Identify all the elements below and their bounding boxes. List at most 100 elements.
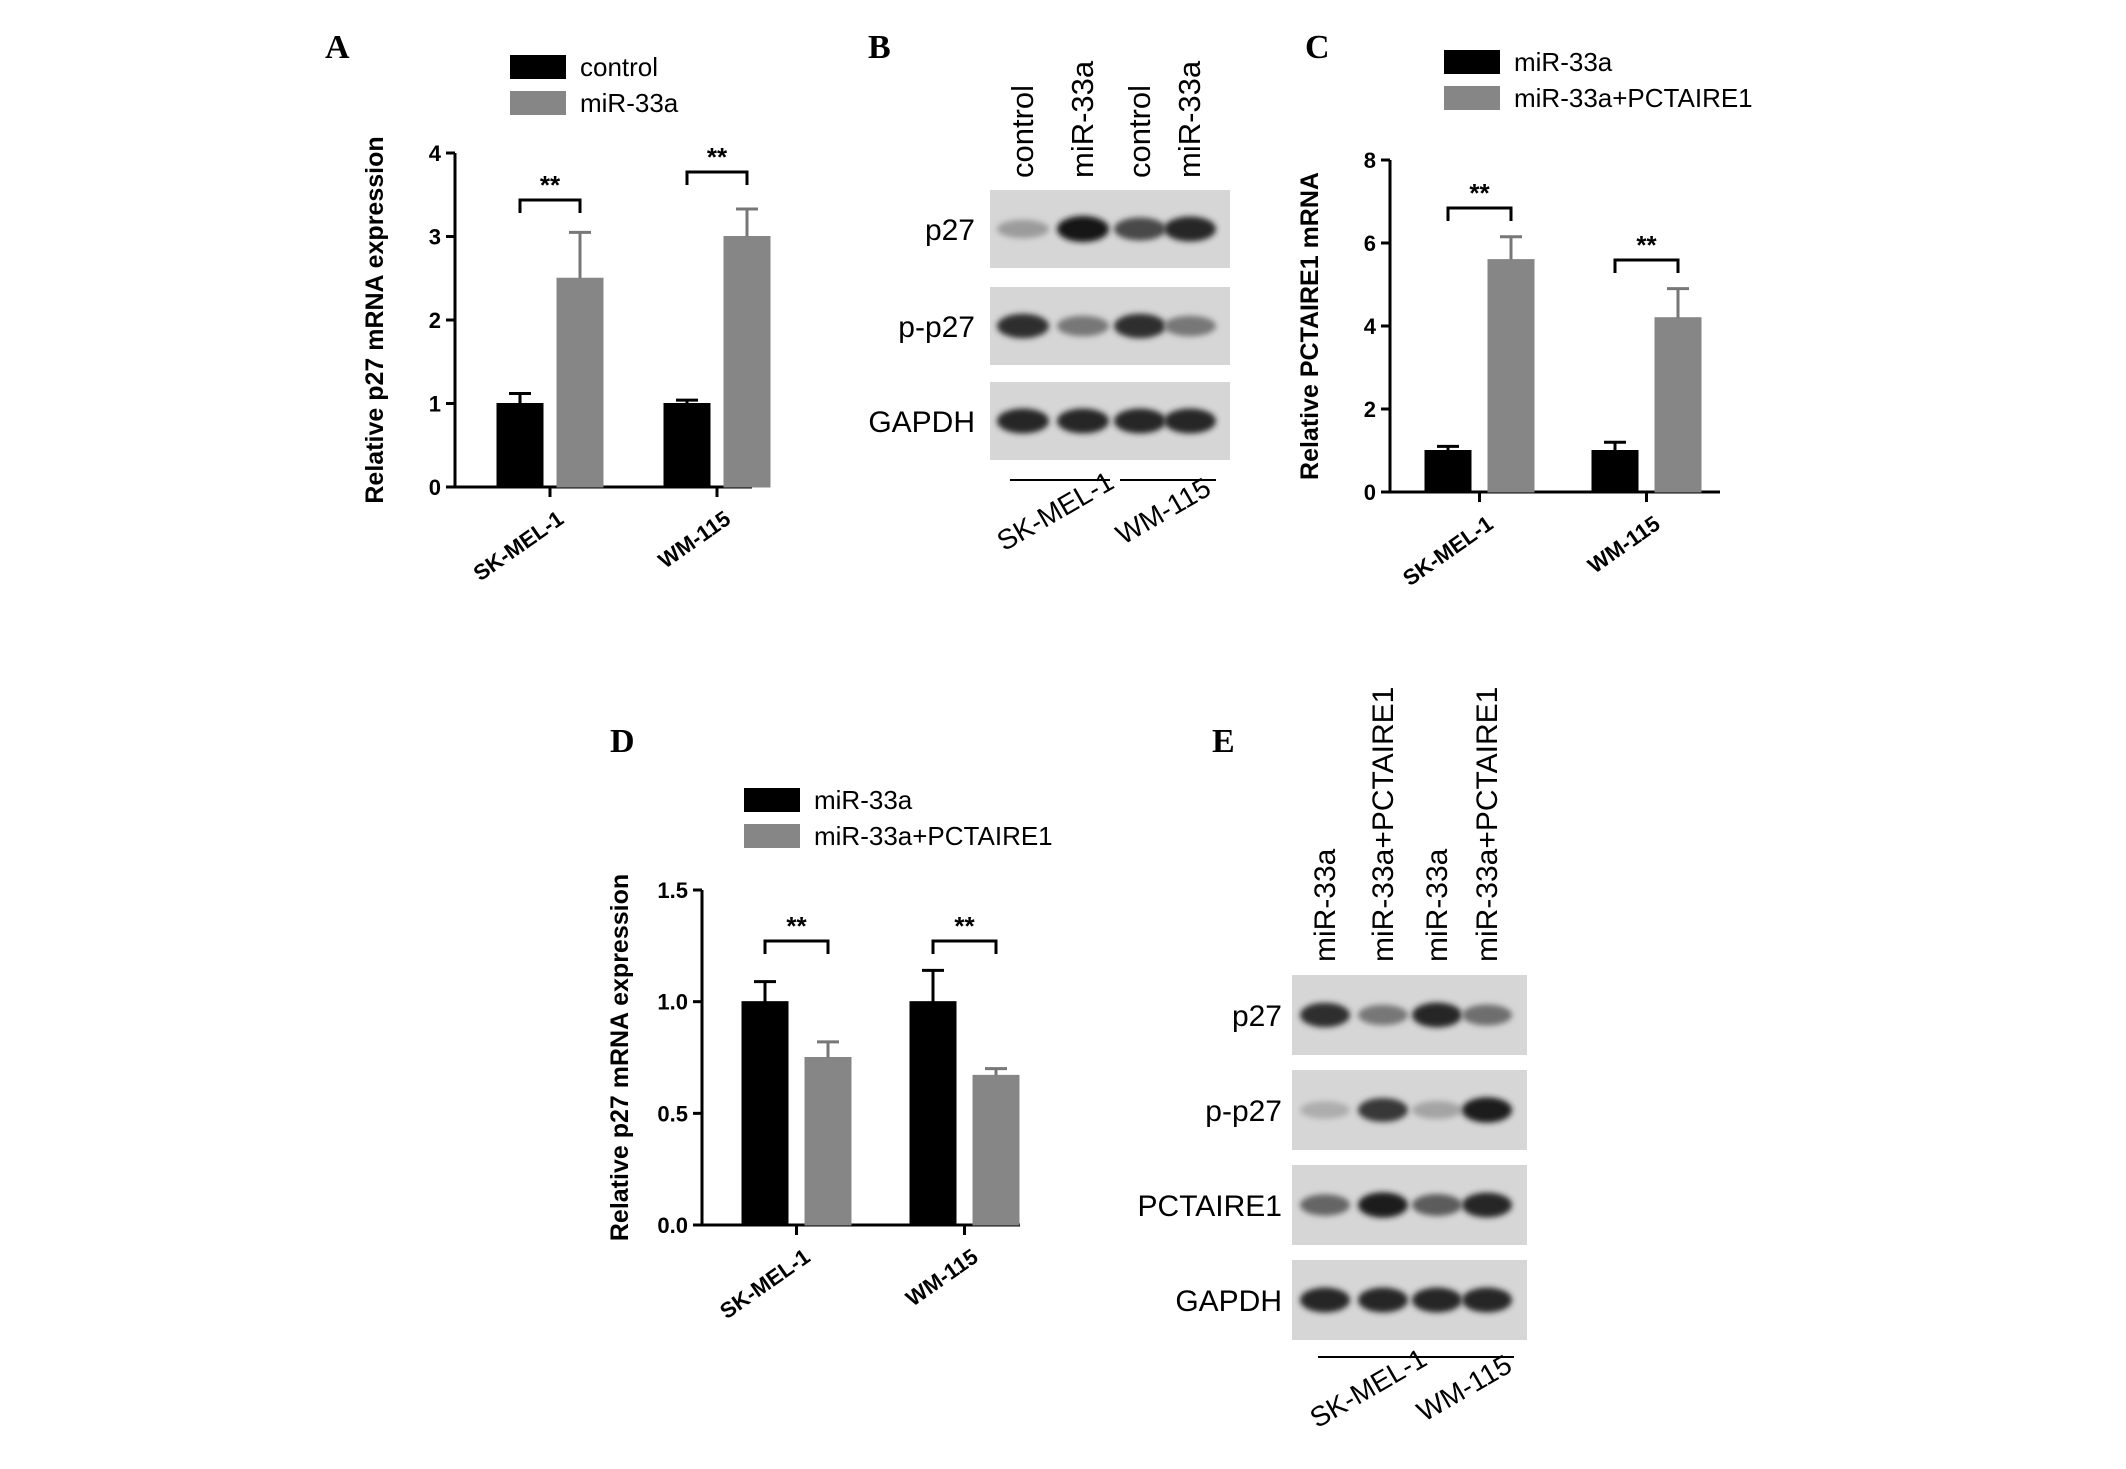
bar (496, 403, 544, 488)
panel-letter: B (868, 29, 891, 66)
row-label: GAPDH (868, 406, 975, 439)
y-tick-label: 8 (1364, 148, 1376, 173)
panel-letter: D (610, 723, 635, 760)
blot-band (997, 408, 1049, 434)
bar (804, 1057, 852, 1226)
blot-band (1300, 1002, 1350, 1028)
y-tick-label: 0 (1364, 480, 1376, 505)
blot-band (1412, 1194, 1462, 1216)
blot-band (1164, 315, 1216, 337)
bar (909, 1001, 957, 1226)
panel-letter: A (325, 29, 350, 66)
significance-marker: ** (540, 170, 561, 200)
legend-label: miR-33a+PCTAIRE1 (1514, 83, 1753, 113)
lane-label: control (1005, 85, 1040, 178)
panel-letter: C (1305, 29, 1330, 66)
group-label: WM-115 (1111, 472, 1216, 551)
legend-swatch (510, 91, 566, 115)
legend-swatch (1444, 86, 1500, 110)
blot-band (1300, 1194, 1350, 1216)
significance-marker: ** (954, 911, 975, 941)
significance-bracket (1613, 258, 1680, 273)
blot-band (1300, 1101, 1350, 1119)
lane-label: miR-33a+PCTAIRE1 (1471, 687, 1504, 962)
legend-label: miR-33a+PCTAIRE1 (814, 821, 1053, 851)
blot-band (1057, 216, 1109, 242)
legend-swatch (744, 824, 800, 848)
y-tick-label: 3 (429, 225, 441, 250)
x-tick-label: WM-115 (901, 1244, 982, 1311)
blot-band (1057, 315, 1109, 337)
significance-bracket (685, 170, 749, 185)
lane-label: miR-33a (1421, 848, 1454, 962)
blot-band (1462, 1097, 1512, 1123)
x-tick-label: WM-115 (654, 506, 735, 573)
y-tick-label: 0 (429, 475, 441, 500)
blot-band (1114, 408, 1166, 434)
significance-marker: ** (1636, 230, 1657, 260)
row-label: p27 (1232, 1000, 1282, 1033)
blot-band (1358, 1287, 1408, 1313)
significance-marker: ** (786, 911, 807, 941)
legend-swatch (510, 55, 566, 79)
y-tick-label: 4 (1364, 314, 1377, 339)
blot-band (1164, 216, 1216, 242)
blot-band (1114, 217, 1166, 241)
row-label: PCTAIRE1 (1138, 1190, 1282, 1223)
bar (556, 277, 604, 488)
blot-band (1412, 1002, 1462, 1028)
legend-label: miR-33a (814, 785, 913, 815)
significance-bracket (1446, 206, 1513, 221)
legend-label: miR-33a (580, 88, 679, 118)
blot-band (1462, 1192, 1512, 1218)
bar (663, 403, 711, 488)
y-tick-label: 1.0 (657, 990, 688, 1015)
blot-band (1462, 1287, 1512, 1313)
row-label: p-p27 (898, 311, 975, 344)
legend-label: control (580, 52, 658, 82)
y-tick-label: 6 (1364, 231, 1376, 256)
blot-band (1412, 1101, 1462, 1119)
bar (1591, 450, 1639, 493)
lane-label: miR-33a+PCTAIRE1 (1367, 687, 1400, 962)
significance-bracket (931, 939, 998, 954)
significance-marker: ** (707, 142, 728, 172)
y-axis-label: Relative PCTAIRE1 mRNA (1296, 172, 1324, 480)
blot-band (1358, 1004, 1408, 1026)
row-label: GAPDH (1175, 1285, 1282, 1318)
x-tick-label: WM-115 (1583, 511, 1664, 578)
bar (1424, 450, 1472, 493)
bar (741, 1001, 789, 1226)
blot-band (1057, 408, 1109, 434)
lane-label: miR-33a (1065, 60, 1100, 178)
y-tick-label: 2 (429, 308, 441, 333)
bar (972, 1074, 1020, 1226)
bar (1654, 317, 1702, 493)
y-tick-label: 4 (429, 141, 442, 166)
blot-band (1300, 1287, 1350, 1313)
row-label: p27 (925, 214, 975, 247)
blot-band (1358, 1098, 1408, 1122)
y-tick-label: 0.5 (657, 1101, 688, 1126)
blot-band (1412, 1287, 1462, 1313)
legend-swatch (1444, 50, 1500, 74)
significance-bracket (763, 939, 830, 954)
y-tick-label: 1 (429, 392, 441, 417)
legend-swatch (744, 788, 800, 812)
group-label: WM-115 (1412, 1349, 1517, 1428)
lane-label: miR-33a (1309, 848, 1342, 962)
panel-letter: E (1212, 723, 1235, 760)
blot-band (997, 313, 1049, 339)
y-tick-label: 1.5 (657, 878, 688, 903)
lane-label: miR-33a (1172, 60, 1207, 178)
x-tick-label: SK-MEL-1 (1398, 511, 1497, 591)
y-axis-label: Relative p27 mRNA expression (361, 136, 389, 503)
bar (1487, 259, 1535, 493)
row-label: p-p27 (1205, 1095, 1282, 1128)
blot-band (1114, 313, 1166, 339)
blot-band (1358, 1192, 1408, 1218)
